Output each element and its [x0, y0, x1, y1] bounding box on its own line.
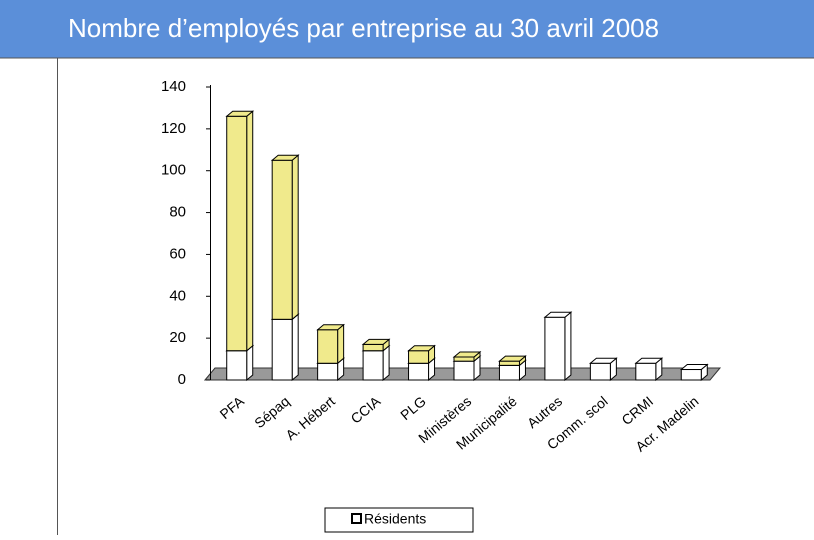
bar-side: [382, 344, 390, 382]
y-tick-label: 0: [178, 371, 186, 388]
y-tick-label: 40: [169, 287, 186, 304]
legend-label: Résidents: [364, 511, 426, 527]
bar-segment: [680, 369, 702, 381]
x-tick-label: PFA: [216, 392, 247, 422]
y-tick-label: 100: [161, 162, 186, 179]
bar-top: [543, 311, 573, 318]
bar-segment: [226, 350, 248, 381]
bar-top: [316, 324, 346, 331]
bar-top: [270, 154, 300, 161]
bar-segment: [317, 329, 339, 364]
bar-side: [337, 323, 345, 365]
y-tick-label: 20: [169, 329, 186, 346]
bar-side: [291, 313, 299, 382]
bar-top: [679, 364, 709, 371]
bar-top: [225, 110, 255, 117]
bar-top: [634, 357, 664, 364]
x-tick-label: Sépaq: [251, 393, 292, 431]
bar-segment: [453, 360, 475, 381]
legend: [324, 507, 474, 533]
bar-segment: [453, 356, 475, 362]
bar-top: [361, 338, 391, 345]
chart-title: Nombre d’employés par entreprise au 30 a…: [68, 13, 659, 43]
legend-swatch: [351, 513, 362, 524]
y-tick-label: 120: [161, 120, 186, 137]
bar-side: [291, 154, 299, 321]
bar-side: [246, 110, 254, 352]
bar-side: [564, 311, 572, 382]
y-tick-label: 60: [169, 245, 186, 262]
y-tick-label: 80: [169, 204, 186, 221]
bar-segment: [408, 362, 430, 381]
bar-top: [407, 345, 436, 352]
bar-top: [452, 351, 482, 358]
x-tick-label: CRMI: [618, 393, 656, 428]
bar-segment: [635, 362, 657, 381]
bar-top: [498, 355, 527, 362]
x-tick-label: Autres: [524, 393, 565, 431]
y-tick-label: 140: [161, 78, 186, 95]
x-tick-label: PLG: [397, 393, 429, 423]
bar-segment: [589, 362, 611, 381]
bar-side: [246, 344, 254, 382]
bar-top: [588, 357, 618, 364]
bar-segment: [271, 159, 293, 320]
bar-segment: [271, 318, 293, 381]
bar-segment: [544, 316, 566, 381]
bar-segment: [498, 360, 520, 366]
bar-segment: [226, 115, 248, 352]
x-tick-label: A. Hébert: [282, 393, 338, 443]
bar-segment: [362, 343, 384, 352]
bar-segment: [498, 364, 520, 381]
bar-segment: [408, 350, 430, 364]
x-tick-label: CCIA: [347, 392, 383, 426]
title-banner: [0, 0, 814, 58]
bar-segment: [317, 362, 339, 381]
bar-segment: [362, 350, 384, 381]
